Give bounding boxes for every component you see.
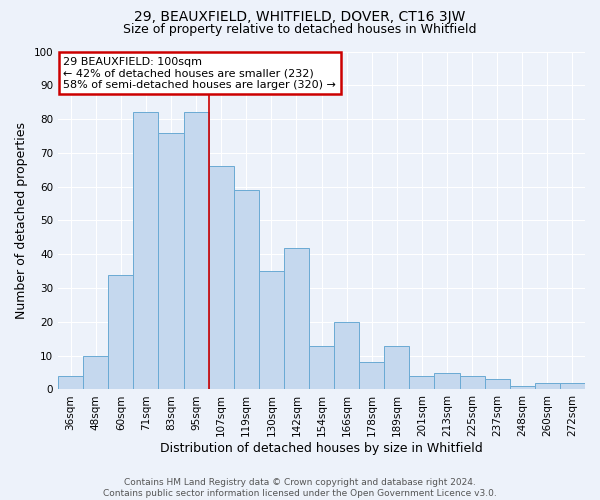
Bar (184, 112, 209, 390)
Bar (560, 382, 585, 390)
Bar (485, 380, 510, 390)
Bar (259, 271, 284, 390)
Text: Size of property relative to detached houses in Whitfield: Size of property relative to detached ho… (123, 22, 477, 36)
Text: 29 BEAUXFIELD: 100sqm
← 42% of detached houses are smaller (232)
58% of semi-det: 29 BEAUXFIELD: 100sqm ← 42% of detached … (64, 56, 336, 90)
Bar (510, 386, 535, 390)
Text: Contains HM Land Registry data © Crown copyright and database right 2024.
Contai: Contains HM Land Registry data © Crown c… (103, 478, 497, 498)
Bar (409, 376, 434, 390)
Bar (434, 372, 460, 390)
Bar (359, 362, 384, 390)
Bar (158, 132, 184, 390)
Bar (384, 346, 409, 390)
Bar (535, 382, 560, 390)
Bar (233, 190, 259, 390)
Bar (309, 346, 334, 390)
Bar (58, 376, 83, 390)
Bar (209, 166, 233, 390)
Bar (108, 274, 133, 390)
Y-axis label: Number of detached properties: Number of detached properties (15, 122, 28, 319)
Bar (133, 112, 158, 390)
Bar (334, 322, 359, 390)
Bar (284, 248, 309, 390)
X-axis label: Distribution of detached houses by size in Whitfield: Distribution of detached houses by size … (160, 442, 483, 455)
Bar (83, 356, 108, 390)
Bar (460, 376, 485, 390)
Text: 29, BEAUXFIELD, WHITFIELD, DOVER, CT16 3JW: 29, BEAUXFIELD, WHITFIELD, DOVER, CT16 3… (134, 10, 466, 24)
